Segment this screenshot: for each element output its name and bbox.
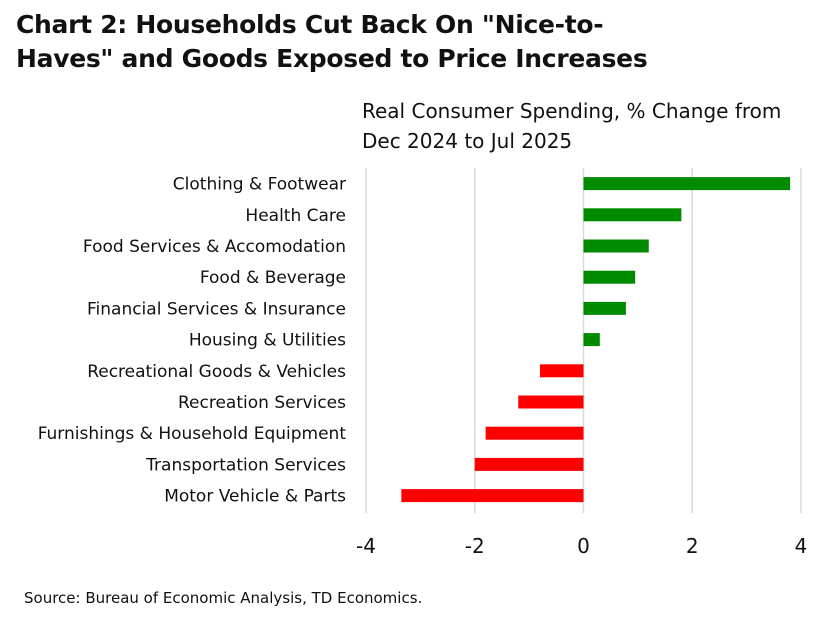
gridlines — [365, 168, 802, 513]
category-labels: Clothing & Footwear Health Care Food Servi… — [38, 175, 347, 507]
x-tick-label: -4 — [356, 534, 376, 558]
bar — [485, 426, 584, 440]
category-label: Transportation Services — [145, 455, 346, 475]
bar — [583, 270, 636, 284]
bar — [583, 301, 626, 315]
bars — [401, 177, 791, 503]
source-note: Source: Bureau of Economic Analysis, TD … — [24, 589, 423, 607]
bar — [583, 177, 791, 191]
category-label: Food Services & Accomodation — [83, 237, 346, 257]
chart-subtitle: Real Consumer Spending, % Change from De… — [362, 99, 782, 153]
x-tick-label: 2 — [686, 534, 699, 558]
x-tick-label: -2 — [465, 534, 485, 558]
x-axis-tick-labels: -4 -2 0 2 4 — [356, 534, 807, 558]
bar — [474, 457, 584, 471]
bar — [540, 364, 584, 378]
x-tick-label: 0 — [577, 534, 590, 558]
bar — [518, 395, 584, 409]
category-label: Housing & Utilities — [189, 331, 346, 351]
bar — [583, 239, 649, 253]
category-label: Furnishings & Household Equipment — [38, 424, 347, 444]
category-label: Clothing & Footwear — [173, 175, 346, 195]
category-label: Recreational Goods & Vehicles — [87, 362, 346, 382]
category-label: Financial Services & Insurance — [87, 299, 346, 319]
category-label: Health Care — [245, 206, 346, 226]
x-tick-label: 4 — [795, 534, 808, 558]
bar — [583, 333, 600, 347]
chart-title: Chart 2: Households Cut Back On "Nice-to… — [16, 10, 648, 73]
category-label: Food & Beverage — [200, 268, 346, 288]
category-label: Motor Vehicle & Parts — [164, 487, 346, 507]
category-label: Recreation Services — [178, 393, 346, 413]
bar — [583, 208, 682, 222]
bar — [401, 489, 584, 503]
